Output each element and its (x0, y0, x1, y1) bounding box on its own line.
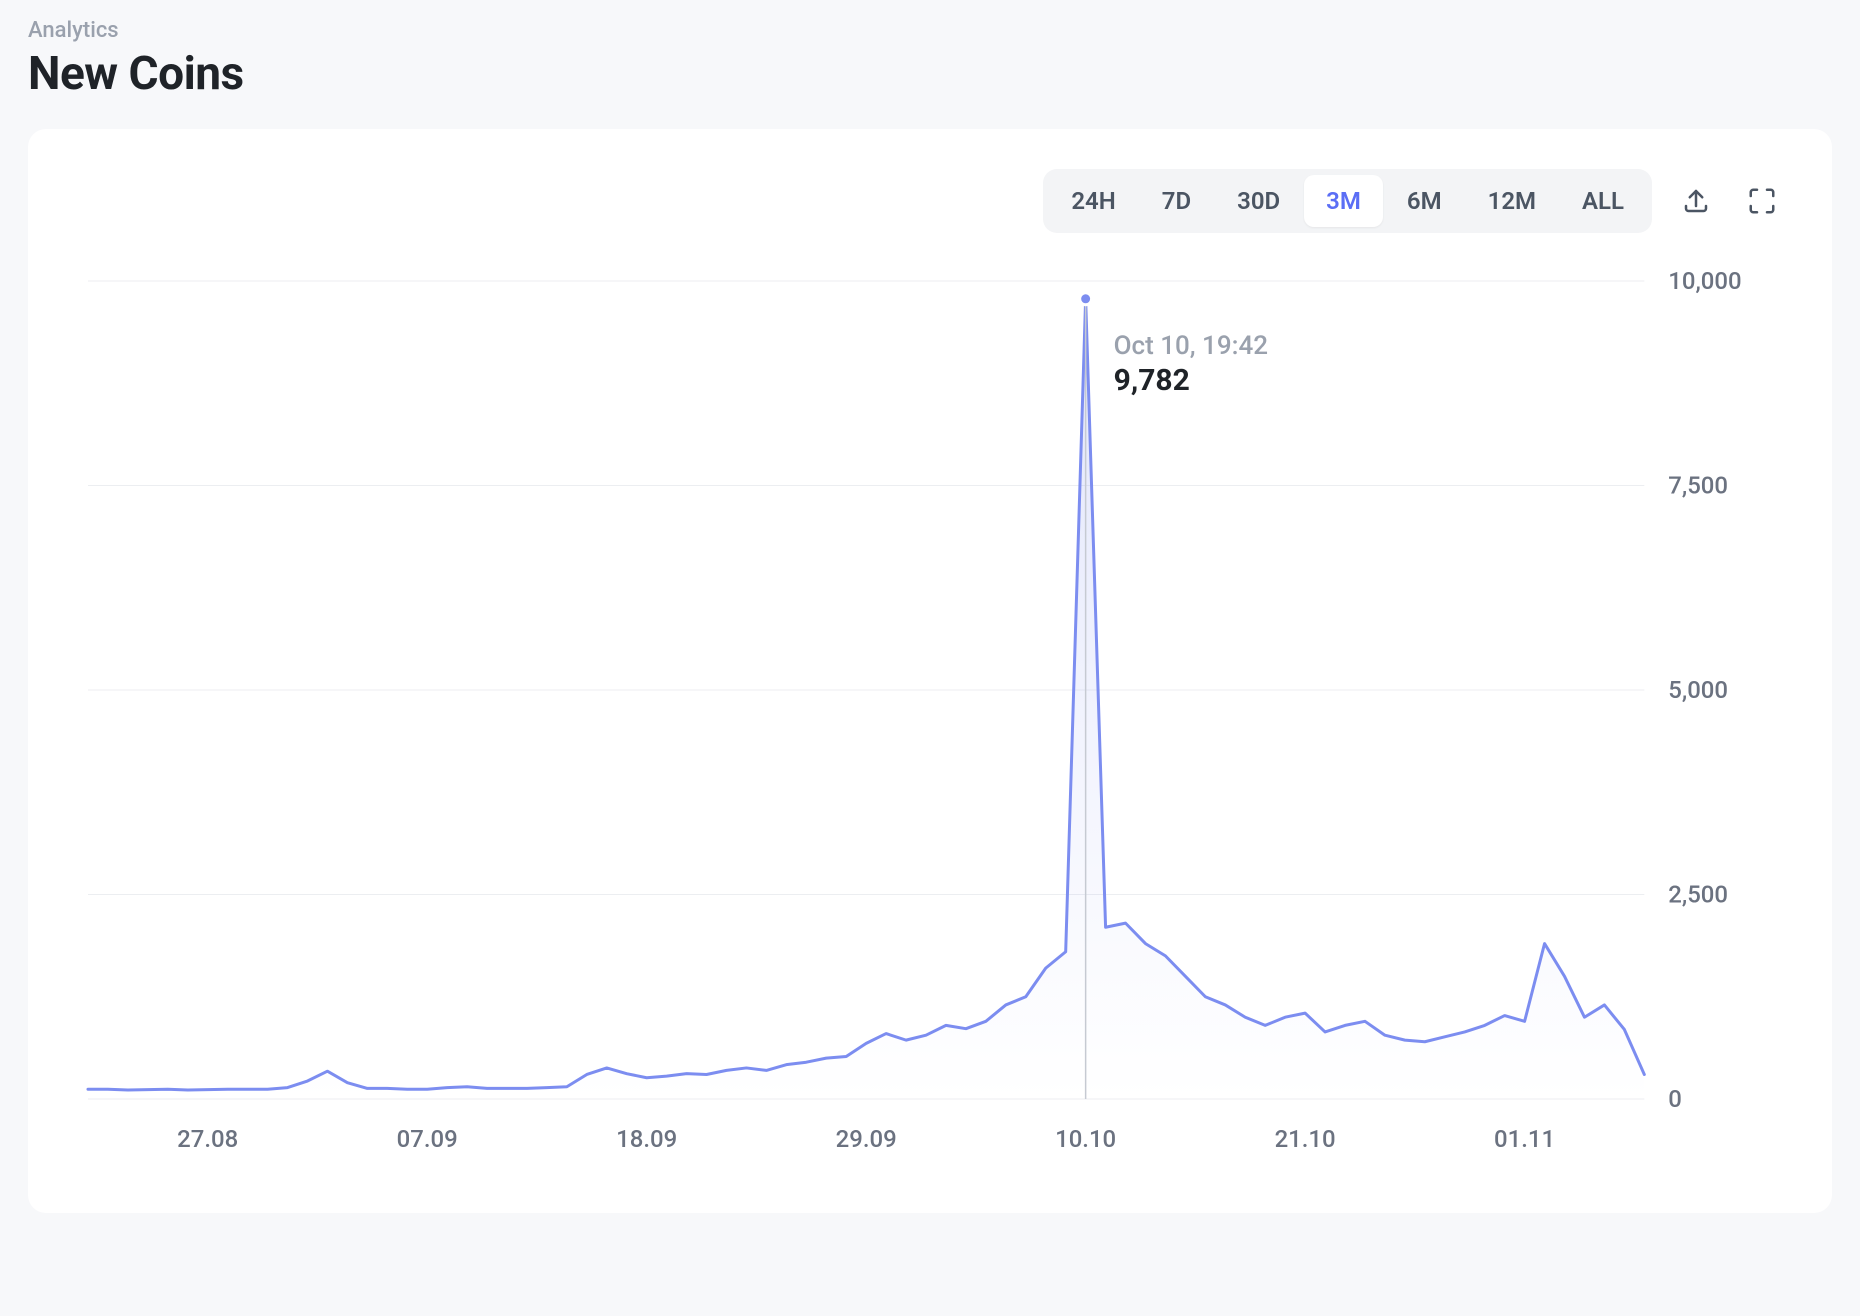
svg-text:07.09: 07.09 (397, 1125, 458, 1153)
expand-icon (1747, 186, 1777, 216)
page-title: New Coins (28, 47, 1832, 101)
svg-text:18.09: 18.09 (616, 1125, 677, 1153)
range-all[interactable]: ALL (1560, 175, 1646, 227)
svg-text:01.11: 01.11 (1494, 1125, 1555, 1153)
svg-text:2,500: 2,500 (1668, 880, 1728, 908)
svg-text:27.08: 27.08 (177, 1125, 238, 1153)
range-12m[interactable]: 12M (1466, 175, 1558, 227)
upload-icon (1681, 186, 1711, 216)
export-button[interactable] (1674, 179, 1718, 223)
svg-text:5,000: 5,000 (1668, 676, 1728, 704)
chart-card: 24H7D30D3M6M12MALL 0 2,500 5,000 7,500 10,00… (28, 129, 1832, 1213)
breadcrumb[interactable]: Analytics (28, 18, 1832, 43)
range-7d[interactable]: 7D (1140, 175, 1213, 227)
range-6m[interactable]: 6M (1385, 175, 1464, 227)
line-chart-svg: 0 2,500 5,000 7,500 10,000 27.08 07.09 18.09 29.… (76, 261, 1784, 1169)
svg-text:7,500: 7,500 (1668, 471, 1728, 499)
chart-area[interactable]: 0 2,500 5,000 7,500 10,000 27.08 07.09 18.09 29.… (76, 261, 1784, 1169)
chart-toolbar: 24H7D30D3M6M12MALL (76, 169, 1784, 233)
range-30d[interactable]: 30D (1215, 175, 1302, 227)
time-range-group: 24H7D30D3M6M12MALL (1043, 169, 1652, 233)
svg-text:10,000: 10,000 (1668, 267, 1741, 295)
range-24h[interactable]: 24H (1049, 175, 1137, 227)
svg-text:29.09: 29.09 (836, 1125, 897, 1153)
range-3m[interactable]: 3M (1304, 175, 1383, 227)
svg-text:10.10: 10.10 (1055, 1125, 1116, 1153)
svg-text:21.10: 21.10 (1275, 1125, 1336, 1153)
svg-text:0: 0 (1668, 1085, 1682, 1113)
fullscreen-button[interactable] (1740, 179, 1784, 223)
